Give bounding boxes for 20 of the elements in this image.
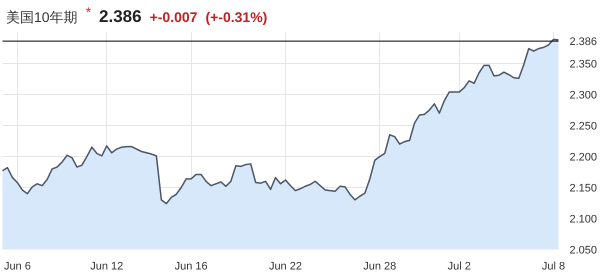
x-tick-label: Jun 12 [90, 260, 124, 272]
x-tick-label: Jun 6 [4, 260, 31, 272]
x-tick-label: Jun 16 [174, 260, 208, 272]
y-tick-label: 2.300 [570, 90, 598, 102]
y-tick-label: 2.350 [570, 58, 598, 70]
ref-line-label: 2.386 [570, 36, 598, 48]
x-tick-label: Jun 28 [363, 260, 396, 272]
y-tick-label: 2.200 [570, 152, 598, 164]
text: 2.386 [99, 7, 142, 26]
x-tick-label: Jul 8 [542, 260, 566, 272]
text: (+-0.31%) [205, 9, 268, 25]
y-tick-label: 2.050 [570, 244, 598, 256]
x-tick-label: Jul 2 [448, 260, 471, 272]
text: +-0.007 [150, 9, 198, 25]
y-tick-label: 2.100 [570, 214, 598, 226]
text: * [86, 4, 92, 20]
chart-title: 美国10年期 [6, 9, 78, 25]
y-tick-label: 2.150 [570, 182, 598, 194]
x-tick-label: Jun 22 [268, 260, 302, 272]
y-tick-label: 2.250 [570, 120, 598, 132]
